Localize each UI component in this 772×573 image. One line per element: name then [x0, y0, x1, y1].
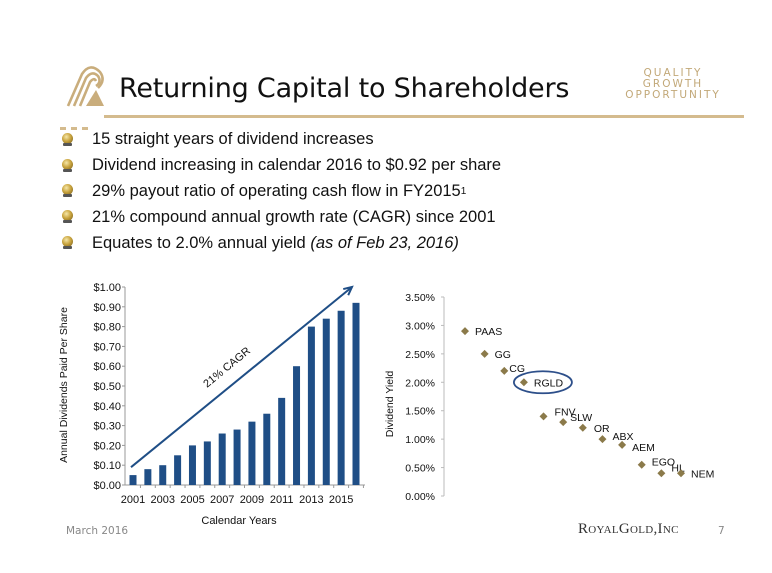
bar-y-tick-label: $0.70: [93, 341, 121, 353]
bar-2009: [248, 421, 256, 485]
bar-2007: [218, 433, 226, 485]
bar-x-tick-label: 2011: [270, 494, 294, 506]
bullet-item: 15 straight years of dividend increases: [62, 127, 501, 153]
bar-x-tick-label: 2013: [299, 494, 323, 506]
bullet-item: Equates to 2.0% annual yield (as of Feb …: [62, 230, 501, 256]
bar-y-tick-label: $0.60: [93, 361, 121, 373]
bar-y-tick-label: $0.80: [93, 322, 121, 334]
bar-x-tick-label: 2003: [150, 494, 174, 506]
gold-bullet-icon: [62, 210, 74, 224]
cagr-arrow-line: [130, 286, 353, 468]
bar-2016: [352, 302, 360, 485]
bar-2005: [188, 445, 196, 485]
bar-y-tick-label: $0.00: [93, 480, 121, 492]
cagr-annotation-label: 21% CAGR: [201, 345, 253, 390]
bar-y-tick-label: $0.90: [93, 302, 121, 314]
bar-2008: [233, 429, 241, 485]
bar-2002: [144, 469, 152, 485]
bar-y-tick-label: $0.50: [93, 381, 121, 393]
bar-2010: [263, 413, 271, 485]
footer-brand-logo: RoyalGold,Inc: [578, 521, 679, 537]
bar-2004: [174, 455, 182, 485]
bullet-text: 29% payout ratio of operating cash flow …: [92, 181, 461, 200]
cagr-arrow-head: [343, 285, 354, 296]
bar-x-tick-label: 2007: [210, 494, 234, 506]
bar-2011: [278, 397, 286, 485]
bullet-list: 15 straight years of dividend increases …: [62, 127, 501, 256]
tagline-line: OPPORTUNITY: [625, 89, 721, 101]
bar-chart-y-axis-label: Annual Dividends Paid Per Share: [58, 307, 70, 463]
gold-bullet-icon: [62, 158, 74, 173]
bar-2015: [337, 310, 345, 485]
bullet-text: Dividend increasing in calendar 2016 to …: [92, 156, 502, 175]
bullet-item: Dividend increasing in calendar 2016 to …: [62, 153, 501, 179]
bar-chart-x-axis-label: Calendar Years: [201, 515, 277, 527]
bar-x-tick-label: 2001: [121, 494, 145, 506]
bullet-text: Equates to 2.0% annual yield: [92, 233, 311, 252]
bar-2003: [159, 465, 167, 485]
bullet-italic-note: (as of Feb 23, 2016): [310, 233, 459, 252]
bullet-item: 21% compound annual growth rate (CAGR) s…: [62, 204, 501, 230]
bar-2006: [203, 441, 211, 485]
bar-x-tick-label: 2009: [240, 494, 264, 506]
footer-date: March 2016: [66, 525, 129, 537]
bar-y-tick-label: $0.10: [93, 460, 121, 472]
gold-bullet-icon: [62, 236, 74, 250]
bar-2001: [129, 475, 137, 485]
bar-y-tick-label: $0.30: [93, 421, 121, 433]
bar-y-tick-label: $1.00: [93, 282, 121, 294]
page-title: Returning Capital to Shareholders: [119, 73, 570, 104]
tagline: QUALITY GROWTH OPPORTUNITY: [612, 68, 734, 101]
bar-y-tick-label: $0.40: [93, 401, 121, 413]
bar-2012: [293, 366, 301, 485]
bar-2013: [307, 326, 315, 485]
bullet-text: 15 straight years of dividend increases: [92, 130, 374, 149]
bar-x-tick-label: 2015: [329, 494, 353, 506]
bar-y-tick-label: $0.20: [93, 440, 121, 452]
bullet-text: 21% compound annual growth rate (CAGR) s…: [92, 207, 496, 226]
gold-bullet-icon: [62, 184, 74, 198]
tagline-line: GROWTH: [642, 78, 704, 90]
gold-bullet-icon: [62, 132, 74, 147]
bar-x-tick-label: 2005: [180, 494, 204, 506]
bar-2014: [322, 318, 330, 485]
page-number: 7: [718, 525, 725, 537]
tagline-line: QUALITY: [643, 67, 703, 79]
royal-gold-logo-icon: [66, 66, 104, 107]
bullet-item: 29% payout ratio of operating cash flow …: [62, 179, 501, 205]
title-rule-dots: [60, 115, 100, 130]
footnote-marker: 1: [460, 185, 467, 197]
title-rule: [104, 115, 744, 118]
